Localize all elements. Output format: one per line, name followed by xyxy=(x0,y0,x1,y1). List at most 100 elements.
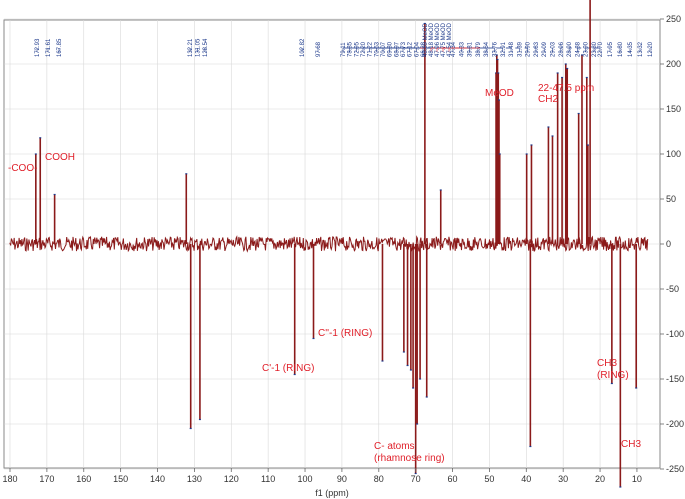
peak-shift-label: 23.90 xyxy=(584,41,590,57)
peak-shift-label: 72.20 xyxy=(361,41,367,57)
peak-shift-label: 79.11 xyxy=(341,42,347,57)
peak-shift-label: 13.32 xyxy=(638,41,644,57)
annotation-c1pp-ring: C''-1 (RING) xyxy=(318,328,372,339)
peak-shift-label: 40.33 xyxy=(459,41,465,57)
y-tick-label: 100 xyxy=(666,149,681,159)
y-tick-label: -200 xyxy=(666,419,684,429)
x-tick-label: 80 xyxy=(374,474,384,484)
x-tick-label: 20 xyxy=(595,474,605,484)
peak-shift-label: 22.70 xyxy=(598,41,604,57)
peak-shift-label: 12.20 xyxy=(648,41,654,57)
x-tick-label: 50 xyxy=(484,474,494,484)
peak-shift-label: 47.54 MeOD xyxy=(447,22,453,57)
annotation-ch2: CH2 xyxy=(538,94,558,105)
peak-shift-label: 32.91 xyxy=(501,41,507,57)
peak-shift-label: 172.93 xyxy=(35,38,41,57)
peak-shift-label: 78.85 xyxy=(348,41,354,57)
annotation-ch3-ring-b: (RING) xyxy=(597,370,629,381)
peak-shift-label: 38.64 xyxy=(484,41,490,57)
x-tick-label: 10 xyxy=(632,474,642,484)
peak-shift-label: 48.18 MeOD xyxy=(429,22,435,57)
peak-shift-label: 128.54 xyxy=(203,38,209,57)
y-axis-ticks: 300250200150100500-50-100-150-200-250-30… xyxy=(660,14,684,474)
y-tick-label: 250 xyxy=(666,14,681,24)
peak-shift-label: 47.96 MeOD xyxy=(435,22,441,57)
x-axis-title: f1 (ppm) xyxy=(315,488,349,498)
y-tick-label: 150 xyxy=(666,104,681,114)
annotation-rhamnose: (rhamnose ring) xyxy=(374,453,445,464)
x-tick-label: 150 xyxy=(113,474,128,484)
y-tick-label: -50 xyxy=(666,284,679,294)
x-tick-label: 120 xyxy=(224,474,239,484)
peak-shift-label: 48.39 MeOD xyxy=(423,22,429,57)
annotation-ch2-range: 22-47.5 ppm xyxy=(538,83,594,94)
baseline-noise xyxy=(9,235,649,253)
x-tick-label: 60 xyxy=(448,474,458,484)
peak-label-leaders xyxy=(36,47,651,52)
y-tick-label: 0 xyxy=(666,239,671,249)
spectrum-peaks xyxy=(34,0,638,488)
x-tick-label: 100 xyxy=(298,474,313,484)
peak-shift-label: 23.80 xyxy=(592,41,598,57)
peak-shift-label: 24.88 xyxy=(575,41,581,57)
x-tick-label: 180 xyxy=(2,474,17,484)
peak-shift-label: 68.97 xyxy=(394,41,400,57)
peak-shift-label: 167.85 xyxy=(57,38,63,57)
annotation-coo: -COO- xyxy=(8,163,37,174)
y-tick-label: -250 xyxy=(666,464,684,474)
peak-shift-label: 67.73 xyxy=(401,41,407,57)
peak-shift-label: 132.21 xyxy=(188,38,194,57)
noise-trace xyxy=(9,235,649,253)
peak-shift-label: 171.61 xyxy=(46,38,52,57)
x-axis-ticks: 180 170 160 150 140 130 120 110 100 90 80 70 60 50 40 3… xyxy=(2,468,642,484)
y-tick-label: 50 xyxy=(666,194,676,204)
peak-shift-label: 28.96 xyxy=(559,41,565,57)
peak-shift-label: 131.05 xyxy=(196,38,202,57)
peak-shift-label: 67.04 xyxy=(414,41,420,57)
peak-shift-label: 67.12 xyxy=(408,41,414,57)
y-tick-label: -150 xyxy=(666,374,684,384)
annotation-c1-ring: C'-1 (RING) xyxy=(262,363,314,374)
x-tick-label: 160 xyxy=(76,474,91,484)
peak-shift-label: 72.95 xyxy=(354,41,360,57)
x-tick-label: 140 xyxy=(150,474,165,484)
x-tick-label: 40 xyxy=(521,474,531,484)
peak-shift-label: 31.39 xyxy=(517,41,523,57)
annotation-ch3-ring-a: CH3 xyxy=(597,358,617,369)
x-tick-label: 130 xyxy=(187,474,202,484)
peak-shift-label: 47.75 MeOD xyxy=(441,22,447,57)
peak-shift-label: 16.80 xyxy=(618,41,624,57)
peak-shift-label: 38.79 xyxy=(476,41,482,57)
peak-shift-label: 97.68 xyxy=(316,41,322,57)
annotation-cooh: COOH xyxy=(45,152,75,163)
peak-shift-label: 66.28 xyxy=(421,41,427,57)
annotation-meod: MeOD xyxy=(485,88,514,99)
x-tick-label: 70 xyxy=(411,474,421,484)
y-tick-label: -100 xyxy=(666,329,684,339)
peak-shift-label: 70.07 xyxy=(381,41,387,57)
x-tick-label: 170 xyxy=(39,474,54,484)
peak-shift-label: 39.81 xyxy=(468,41,474,57)
annotation-c-atoms: C- atoms xyxy=(374,441,415,452)
peak-shift-label: 28.90 xyxy=(567,41,573,57)
peak-shift-label: 102.82 xyxy=(300,38,306,57)
annotation-ch3: CH3 xyxy=(621,439,641,450)
peak-shift-label: 29.90 xyxy=(526,41,532,57)
peak-shift-label: 70.63 xyxy=(374,41,380,57)
peak-shift-label: 29.83 xyxy=(534,41,540,57)
peak-shift-labels: 172.93 171.61 167.85 132.21 131.05 128.54 102.… xyxy=(35,22,654,57)
peak-shift-label: 29.03 xyxy=(551,41,557,57)
y-tick-label: 200 xyxy=(666,59,681,69)
x-tick-label: 90 xyxy=(337,474,347,484)
peak-shift-label: 17.95 xyxy=(608,41,614,57)
peak-shift-label: 33.76 xyxy=(492,41,498,57)
annotations: -COO- COOH C''-1 (RING) C'-1 (RING) C- a… xyxy=(8,83,641,464)
x-tick-label: 30 xyxy=(558,474,568,484)
peak-shift-label: 29.09 xyxy=(542,41,548,57)
peak-shift-label: 14.35 xyxy=(628,41,634,57)
x-tick-label: 110 xyxy=(261,474,275,484)
peak-shift-label: 69.80 xyxy=(388,41,394,57)
peak-shift-label: 47.34 xyxy=(451,41,457,57)
peak-shift-label: 31.48 xyxy=(509,41,515,57)
